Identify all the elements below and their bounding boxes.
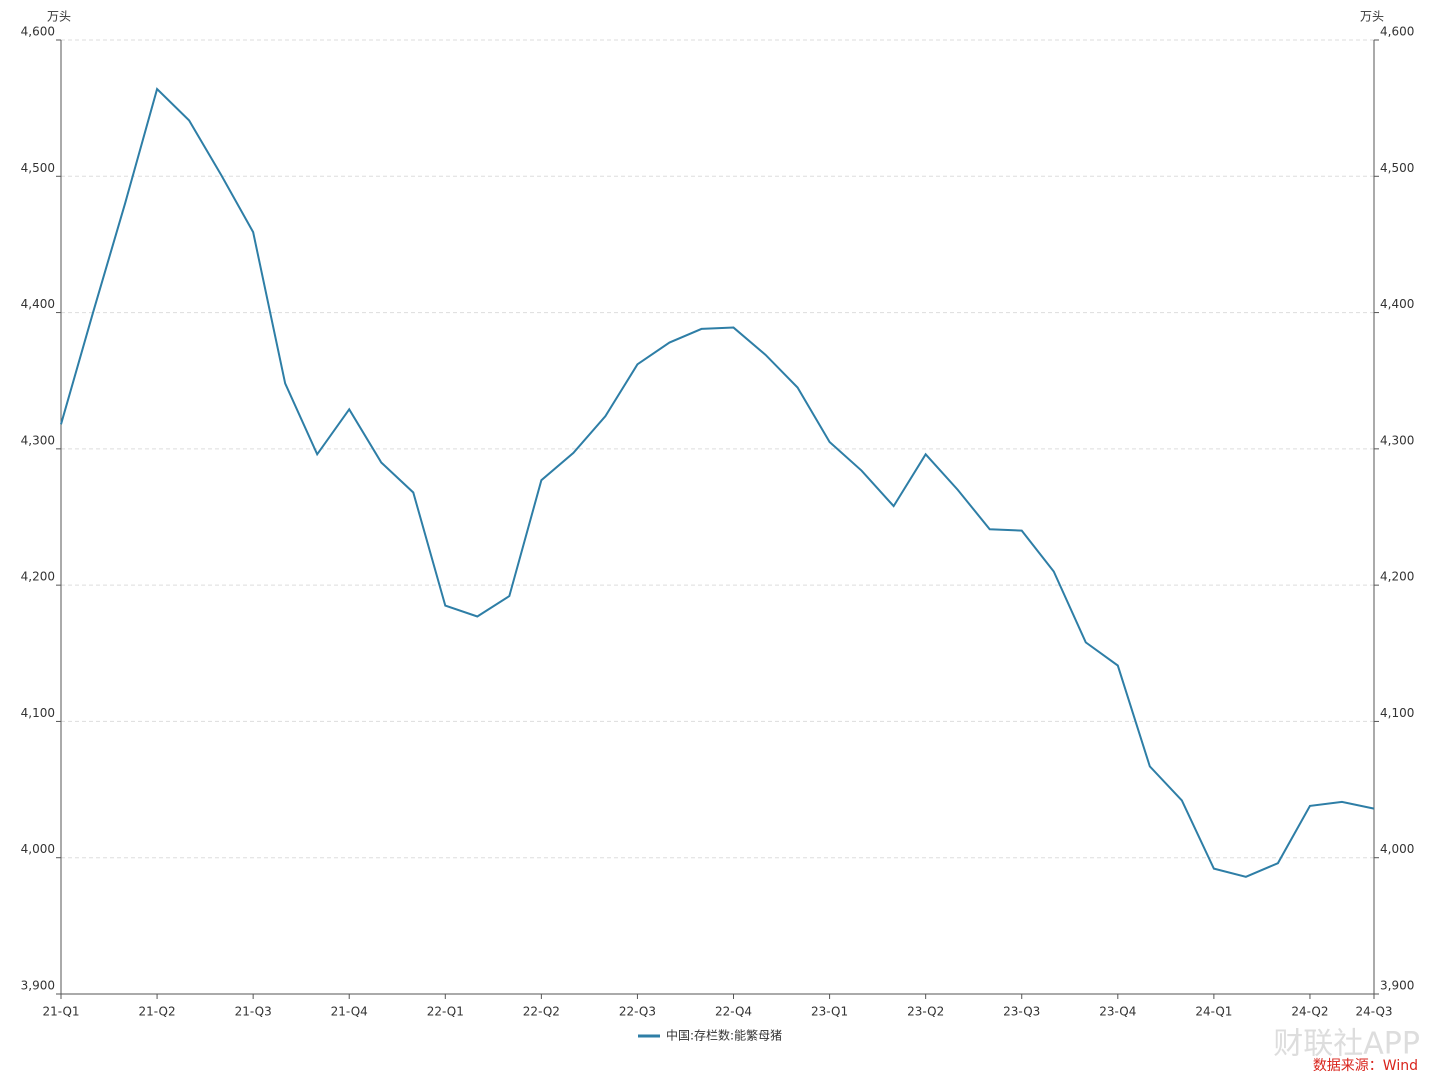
y-tick-label: 4,500 (21, 161, 55, 175)
y2-tick-label: 3,900 (1380, 979, 1414, 993)
y2-tick-label: 4,100 (1380, 706, 1414, 720)
x-tick-label: 24-Q3 (1355, 1005, 1392, 1019)
legend-label: 中国:存栏数:能繁母猪 (666, 1028, 782, 1043)
x-tick-label: 23-Q2 (907, 1005, 944, 1019)
y-tick-label: 4,300 (21, 433, 55, 447)
y-tick-label: 4,400 (21, 297, 55, 311)
y2-tick-label: 4,400 (1380, 297, 1414, 311)
y-tick-label: 4,000 (21, 842, 55, 856)
x-tick-label: 24-Q2 (1291, 1005, 1328, 1019)
y2-unit: 万头 (1360, 10, 1384, 24)
y2-tick-label: 4,300 (1380, 433, 1414, 447)
y2-tick-label: 4,500 (1380, 161, 1414, 175)
y-tick-label: 4,600 (21, 25, 55, 39)
y2-tick-label: 4,000 (1380, 842, 1414, 856)
y2-tick-label: 4,200 (1380, 570, 1414, 584)
x-tick-label: 22-Q1 (427, 1005, 464, 1019)
x-tick-label: 22-Q4 (715, 1005, 752, 1019)
x-tick-label: 21-Q3 (235, 1005, 272, 1019)
watermark: 财联社APP (1273, 1027, 1420, 1062)
x-tick-label: 21-Q2 (139, 1005, 176, 1019)
y2-tick-label: 4,600 (1380, 25, 1414, 39)
y-tick-label: 4,100 (21, 706, 55, 720)
x-tick-label: 23-Q3 (1003, 1005, 1040, 1019)
x-tick-label: 21-Q4 (331, 1005, 368, 1019)
y-tick-label: 3,900 (21, 979, 55, 993)
x-tick-label: 24-Q1 (1195, 1005, 1232, 1019)
x-tick-label: 21-Q1 (42, 1005, 79, 1019)
data-line (60, 87, 1375, 878)
y-unit: 万头 (47, 10, 71, 24)
x-tick-label: 23-Q4 (1099, 1005, 1136, 1019)
x-tick-label: 22-Q3 (619, 1005, 656, 1019)
source: 数据来源：Wind (1313, 1058, 1418, 1074)
x-tick-label: 23-Q1 (811, 1005, 848, 1019)
y-tick-label: 4,200 (21, 570, 55, 584)
x-tick-label: 22-Q2 (523, 1005, 560, 1019)
